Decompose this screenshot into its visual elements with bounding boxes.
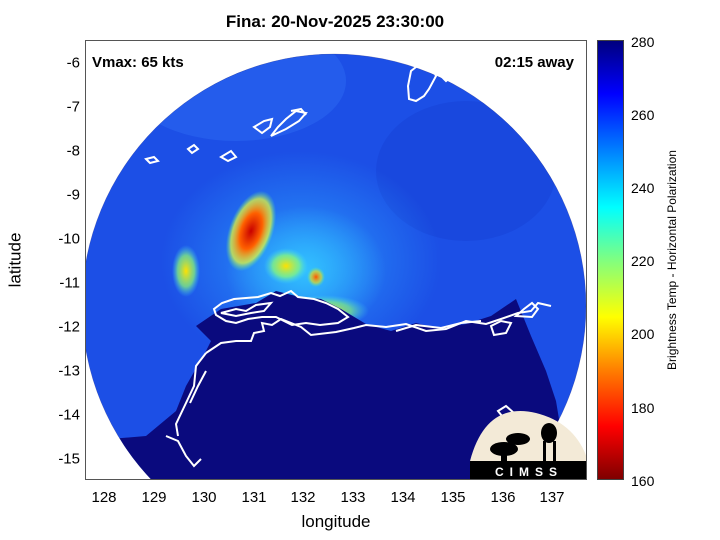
y-tick: -12 bbox=[58, 318, 80, 336]
y-tick: -15 bbox=[58, 450, 80, 468]
y-tick: -8 bbox=[66, 142, 80, 160]
x-tick: 135 bbox=[440, 489, 466, 506]
y-tick: -11 bbox=[59, 274, 80, 292]
y-tick: -9 bbox=[66, 186, 80, 204]
y-tick: -10 bbox=[58, 230, 80, 248]
colorbar-tick: 180 bbox=[631, 400, 655, 416]
vmax-label: Vmax: 65 kts bbox=[92, 54, 184, 71]
x-tick: 128 bbox=[91, 489, 117, 506]
x-tick: 136 bbox=[490, 489, 516, 506]
x-tick: 137 bbox=[539, 489, 565, 506]
y-tick: -7 bbox=[66, 98, 80, 116]
x-tick: 133 bbox=[340, 489, 366, 506]
colorbar-tick: 240 bbox=[631, 180, 655, 196]
x-tick: 130 bbox=[191, 489, 217, 506]
colorbar-tick: 220 bbox=[631, 253, 655, 269]
x-tick: 131 bbox=[241, 489, 267, 506]
colorbar-label: Brightness Temp - Horizontal Polarizatio… bbox=[665, 150, 679, 370]
map-axes: CIMSS bbox=[85, 40, 587, 480]
brightness-temperature-map: CIMSS bbox=[86, 50, 586, 479]
coastline bbox=[86, 50, 552, 479]
x-tick: 129 bbox=[141, 489, 167, 506]
colorbar bbox=[597, 40, 624, 480]
colorbar-tick: 280 bbox=[631, 34, 655, 50]
time-away-label: 02:15 away bbox=[494, 54, 574, 71]
y-tick: -14 bbox=[58, 406, 80, 424]
cimss-logo: CIMSS bbox=[470, 411, 586, 479]
colorbar-tick: 200 bbox=[631, 326, 655, 342]
x-tick: 134 bbox=[390, 489, 416, 506]
x-tick: 132 bbox=[290, 489, 316, 506]
cimss-logo-text: CIMSS bbox=[495, 465, 563, 479]
y-tick: -13 bbox=[58, 362, 80, 380]
y-axis-label: latitude bbox=[5, 232, 25, 288]
y-tick: -6 bbox=[66, 54, 80, 72]
colorbar-tick: 160 bbox=[631, 473, 655, 489]
x-axis-label: longitude bbox=[301, 512, 371, 531]
scan-disk bbox=[86, 54, 586, 479]
map-title: Fina: 20-Nov-2025 23:30:00 bbox=[225, 12, 445, 31]
colorbar-tick: 260 bbox=[631, 107, 655, 123]
